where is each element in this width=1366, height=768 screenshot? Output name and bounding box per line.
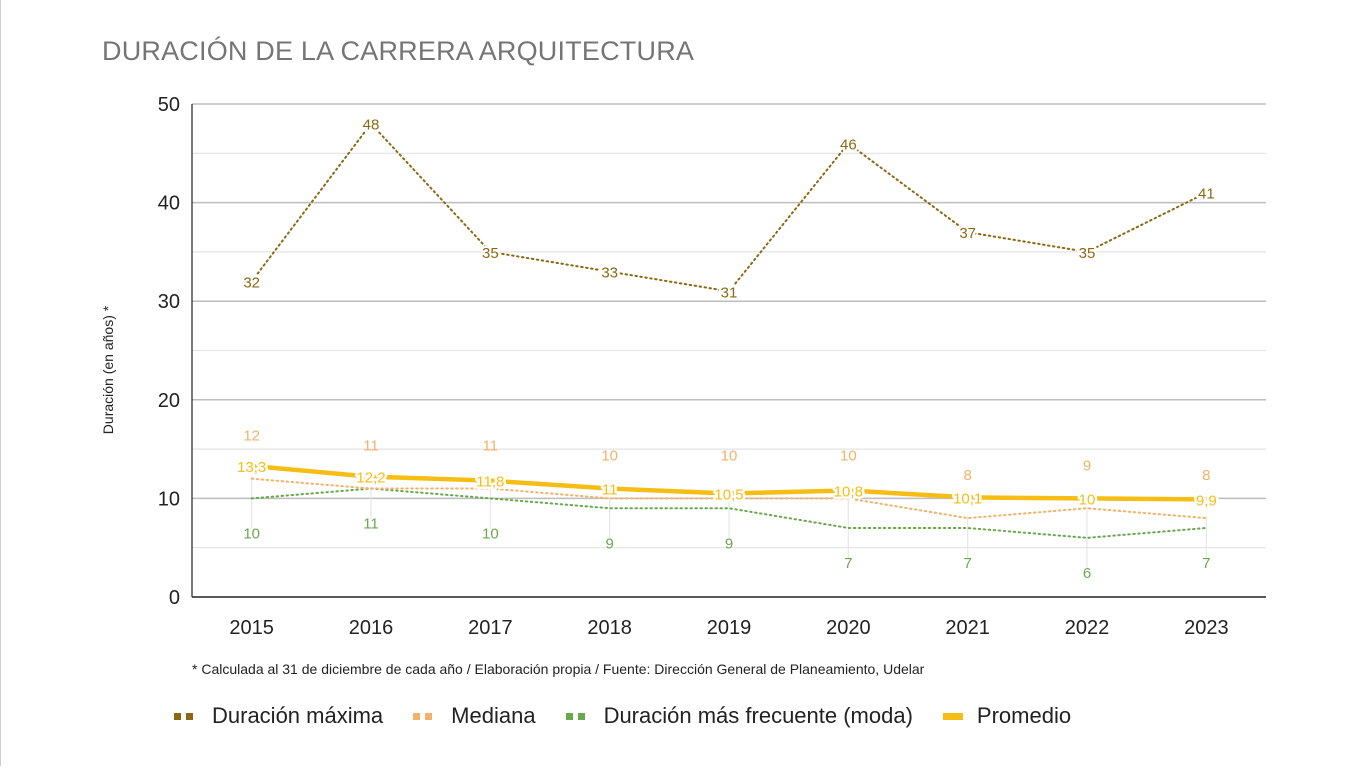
data-label-halo: 10 [1079, 491, 1096, 508]
y-tick-label: 50 [158, 94, 180, 116]
data-label: 7 [1202, 555, 1210, 572]
legend-item-mode: Duración más frecuente (moda) [565, 703, 913, 729]
x-tick-label: 2015 [229, 617, 274, 639]
y-tick-label: 10 [158, 488, 180, 510]
data-label: 10 [721, 447, 738, 464]
data-label: 11,8 [476, 474, 504, 491]
data-label: 10,8 [834, 484, 863, 501]
data-label: 10 [1079, 491, 1096, 508]
data-label-halo: 12,2 [356, 470, 385, 487]
series-line-2 [250, 487, 1208, 539]
legend: Duración máxima Mediana Duración más fre… [174, 703, 1101, 729]
data-label: 32 [243, 274, 260, 291]
data-label-halo: 35 [1079, 245, 1096, 262]
data-label-halo: 48 [363, 117, 380, 134]
y-tick-label: 30 [158, 291, 180, 313]
data-label: 33 [601, 265, 618, 282]
x-tick-label: 2022 [1065, 617, 1110, 639]
data-label: 13,3 [237, 459, 266, 476]
legend-swatch-median [413, 712, 437, 720]
legend-item-average: Promedio [942, 703, 1072, 729]
chart-footnote: * Calculada al 31 de diciembre de cada a… [192, 661, 925, 677]
data-label-halo: 9,9 [1196, 492, 1217, 509]
x-tick-label: 2020 [826, 617, 871, 639]
data-label-halo: 33 [601, 265, 618, 282]
legend-item-max: Duración máxima [174, 703, 383, 729]
data-label: 11 [363, 438, 379, 455]
y-tick-label: 40 [158, 193, 180, 215]
data-label: 10,5 [714, 486, 743, 503]
x-tick-label: 2018 [587, 617, 632, 639]
data-label: 7 [844, 555, 852, 572]
legend-swatch-mode [565, 712, 590, 720]
series-line-0 [250, 122, 1208, 293]
data-label: 9 [605, 535, 613, 552]
data-label: 12,2 [356, 470, 385, 487]
data-label: 37 [959, 225, 976, 242]
data-label: 10 [482, 525, 499, 542]
data-label: 10 [601, 447, 618, 464]
data-label-halo: 10,1 [953, 490, 982, 507]
data-label: 9 [725, 535, 733, 552]
legend-item-median: Mediana [413, 703, 536, 729]
data-label: 10 [243, 525, 260, 542]
chart-title: DURACIÓN DE LA CARRERA ARQUITECTURA [102, 36, 695, 66]
data-label-halo: 11 [602, 482, 618, 499]
legend-label-mode: Duración más frecuente (moda) [603, 703, 913, 728]
data-label-halo: 32 [243, 274, 260, 291]
series-line-1 [250, 477, 1208, 520]
data-label: 10,1 [953, 490, 982, 507]
data-label: 31 [721, 284, 738, 301]
data-label: 35 [1079, 245, 1096, 262]
data-label: 8 [963, 467, 971, 484]
x-tick-label: 2023 [1184, 617, 1229, 639]
data-label: 41 [1198, 186, 1215, 203]
legend-label-average: Promedio [976, 703, 1072, 728]
data-label-halo: 37 [959, 225, 976, 242]
legend-label-max: Duración máxima [212, 703, 384, 728]
x-tick-label: 2016 [349, 617, 394, 639]
data-label: 9 [1083, 457, 1091, 474]
data-label: 9,9 [1196, 492, 1217, 509]
data-label: 10 [840, 447, 857, 464]
series-line-3 [251, 463, 1207, 502]
data-label: 7 [963, 555, 971, 572]
y-tick-label: 0 [169, 587, 180, 609]
x-tick-label: 2017 [468, 617, 513, 639]
data-label: 11 [602, 482, 618, 499]
data-label-halo: 35 [482, 245, 499, 262]
data-label: 11 [483, 438, 499, 455]
x-tick-label: 2019 [707, 617, 752, 639]
data-label: 11 [363, 516, 379, 533]
data-label-halo: 13,3 [237, 459, 266, 476]
data-label-halo: 41 [1198, 186, 1215, 203]
data-label: 48 [363, 117, 380, 134]
data-label-halo: 11,8 [476, 474, 504, 491]
data-label: 46 [840, 136, 857, 153]
legend-swatch-average [942, 712, 963, 720]
data-label-halo: 31 [721, 284, 738, 301]
data-label: 35 [482, 245, 499, 262]
data-label: 8 [1202, 467, 1210, 484]
data-label: 12 [243, 428, 260, 445]
x-tick-label: 2021 [945, 617, 990, 639]
legend-swatch-max [174, 712, 198, 720]
data-label-halo: 10,5 [714, 486, 743, 503]
y-tick-label: 20 [158, 390, 180, 412]
data-label-halo: 10,8 [834, 484, 863, 501]
legend-label-median: Mediana [451, 703, 536, 728]
data-label-halo: 46 [840, 136, 857, 153]
data-label: 6 [1083, 565, 1091, 582]
